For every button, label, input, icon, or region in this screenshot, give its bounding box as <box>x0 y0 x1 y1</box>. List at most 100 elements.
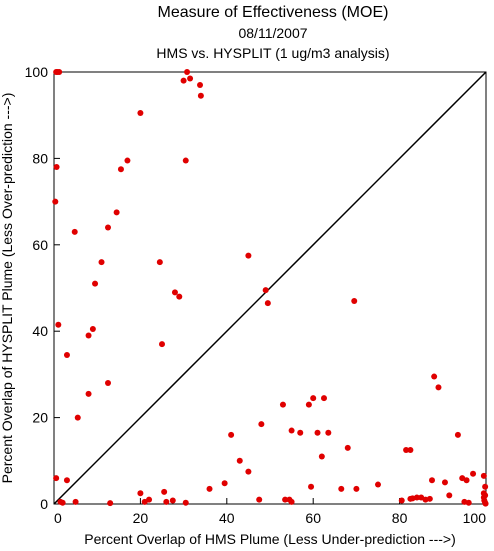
data-point <box>470 470 477 477</box>
data-point <box>429 477 435 484</box>
data-point <box>72 498 79 505</box>
data-point <box>288 498 295 505</box>
data-point <box>105 380 111 387</box>
y-tick-label: 20 <box>32 410 48 426</box>
data-point <box>53 475 60 482</box>
data-point <box>236 457 243 464</box>
y-tick-label: 80 <box>32 150 48 166</box>
y-axis: 0 20 40 60 80 100 <box>25 64 60 512</box>
data-point <box>282 496 289 503</box>
data-point <box>288 427 295 434</box>
data-point <box>124 157 131 164</box>
data-point <box>71 228 78 235</box>
data-point <box>264 300 271 307</box>
y-tick-label: 40 <box>32 323 48 339</box>
x-tick-label: 100 <box>463 510 487 526</box>
data-point <box>353 485 360 492</box>
chart-subtitle: 08/11/2007 <box>238 25 307 41</box>
data-point <box>256 496 263 503</box>
data-point <box>258 421 265 428</box>
data-point <box>55 321 62 328</box>
data-point <box>465 499 472 506</box>
data-point <box>351 297 358 304</box>
data-point <box>156 259 163 266</box>
data-point <box>107 500 114 507</box>
chart-title: Measure of Effectiveness (MOE) <box>158 4 389 21</box>
data-point <box>308 483 315 490</box>
data-point <box>221 480 228 487</box>
data-point <box>403 447 410 453</box>
y-tick-label: 100 <box>25 64 49 80</box>
data-point <box>463 477 470 484</box>
data-point <box>117 166 124 173</box>
data-point <box>113 209 120 216</box>
x-tick-label: 80 <box>392 510 408 526</box>
data-point <box>262 287 269 294</box>
data-point <box>482 483 489 490</box>
data-point <box>297 429 304 436</box>
data-point <box>92 280 99 287</box>
data-point <box>85 332 92 339</box>
data-point <box>314 429 321 436</box>
data-point <box>184 69 191 75</box>
data-point <box>163 498 170 505</box>
data-point <box>180 77 187 84</box>
data-point <box>446 492 453 499</box>
data-point <box>338 485 345 492</box>
data-point <box>89 326 96 333</box>
data-point <box>197 92 204 99</box>
data-point <box>52 198 59 205</box>
data-point <box>310 395 317 402</box>
data-point <box>431 373 438 380</box>
data-point <box>74 414 81 421</box>
data-point <box>137 490 144 497</box>
data-point <box>321 395 327 402</box>
data-point <box>413 494 420 501</box>
x-tick-label: 0 <box>54 510 62 526</box>
data-point <box>441 479 448 486</box>
data-point <box>375 481 381 488</box>
data-point <box>398 497 405 504</box>
plot-area-frame <box>53 71 487 505</box>
data-point <box>344 444 351 451</box>
data-point <box>159 341 165 348</box>
data-point <box>161 488 168 495</box>
data-point <box>105 224 111 231</box>
y-axis-label: Percent Overlap of HYSPLIT Plume (Less O… <box>0 93 15 484</box>
data-point <box>137 110 144 117</box>
data-point <box>454 431 461 438</box>
data-point <box>482 500 489 507</box>
y-tick-label: 0 <box>40 496 48 512</box>
data-point <box>85 390 92 397</box>
data-point <box>59 499 66 506</box>
data-point <box>435 384 442 391</box>
data-point <box>305 401 312 408</box>
data-point <box>63 477 70 484</box>
data-point <box>325 429 332 436</box>
data-point <box>318 453 325 460</box>
one-to-one-reference-line <box>53 71 487 505</box>
data-point <box>480 472 487 479</box>
x-axis: 0 20 40 60 80 100 <box>53 498 487 526</box>
data-point <box>245 468 252 475</box>
x-tick-label: 40 <box>219 510 235 526</box>
data-point <box>182 157 189 164</box>
data-point <box>407 447 414 453</box>
data-point <box>98 259 105 266</box>
data-point <box>171 289 178 296</box>
data-point <box>53 164 60 171</box>
chart-subtitle-analysis: HMS vs. HYSPLIT (1 ug/m3 analysis) <box>156 45 389 61</box>
data-point <box>279 401 286 408</box>
data-point <box>228 431 235 438</box>
y-tick-label: 60 <box>32 237 48 253</box>
data-points <box>52 69 489 507</box>
x-axis-label: Percent Overlap of HMS Plume (Less Under… <box>84 531 456 547</box>
data-point <box>56 69 63 75</box>
data-point <box>206 485 213 492</box>
data-point <box>63 351 70 358</box>
data-point <box>245 252 252 259</box>
data-point <box>182 499 189 506</box>
data-point <box>146 496 153 503</box>
